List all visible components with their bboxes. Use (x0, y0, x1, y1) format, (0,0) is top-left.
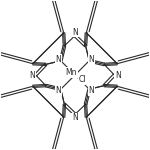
Text: N: N (115, 70, 121, 80)
Text: N: N (72, 113, 78, 122)
Text: N: N (29, 70, 35, 80)
Text: N: N (88, 55, 94, 64)
Text: Mn: Mn (65, 68, 76, 77)
Text: N: N (72, 28, 78, 37)
Text: N: N (56, 86, 61, 95)
Text: N: N (88, 86, 94, 95)
Text: N: N (56, 55, 61, 64)
Text: Cl: Cl (79, 75, 87, 84)
